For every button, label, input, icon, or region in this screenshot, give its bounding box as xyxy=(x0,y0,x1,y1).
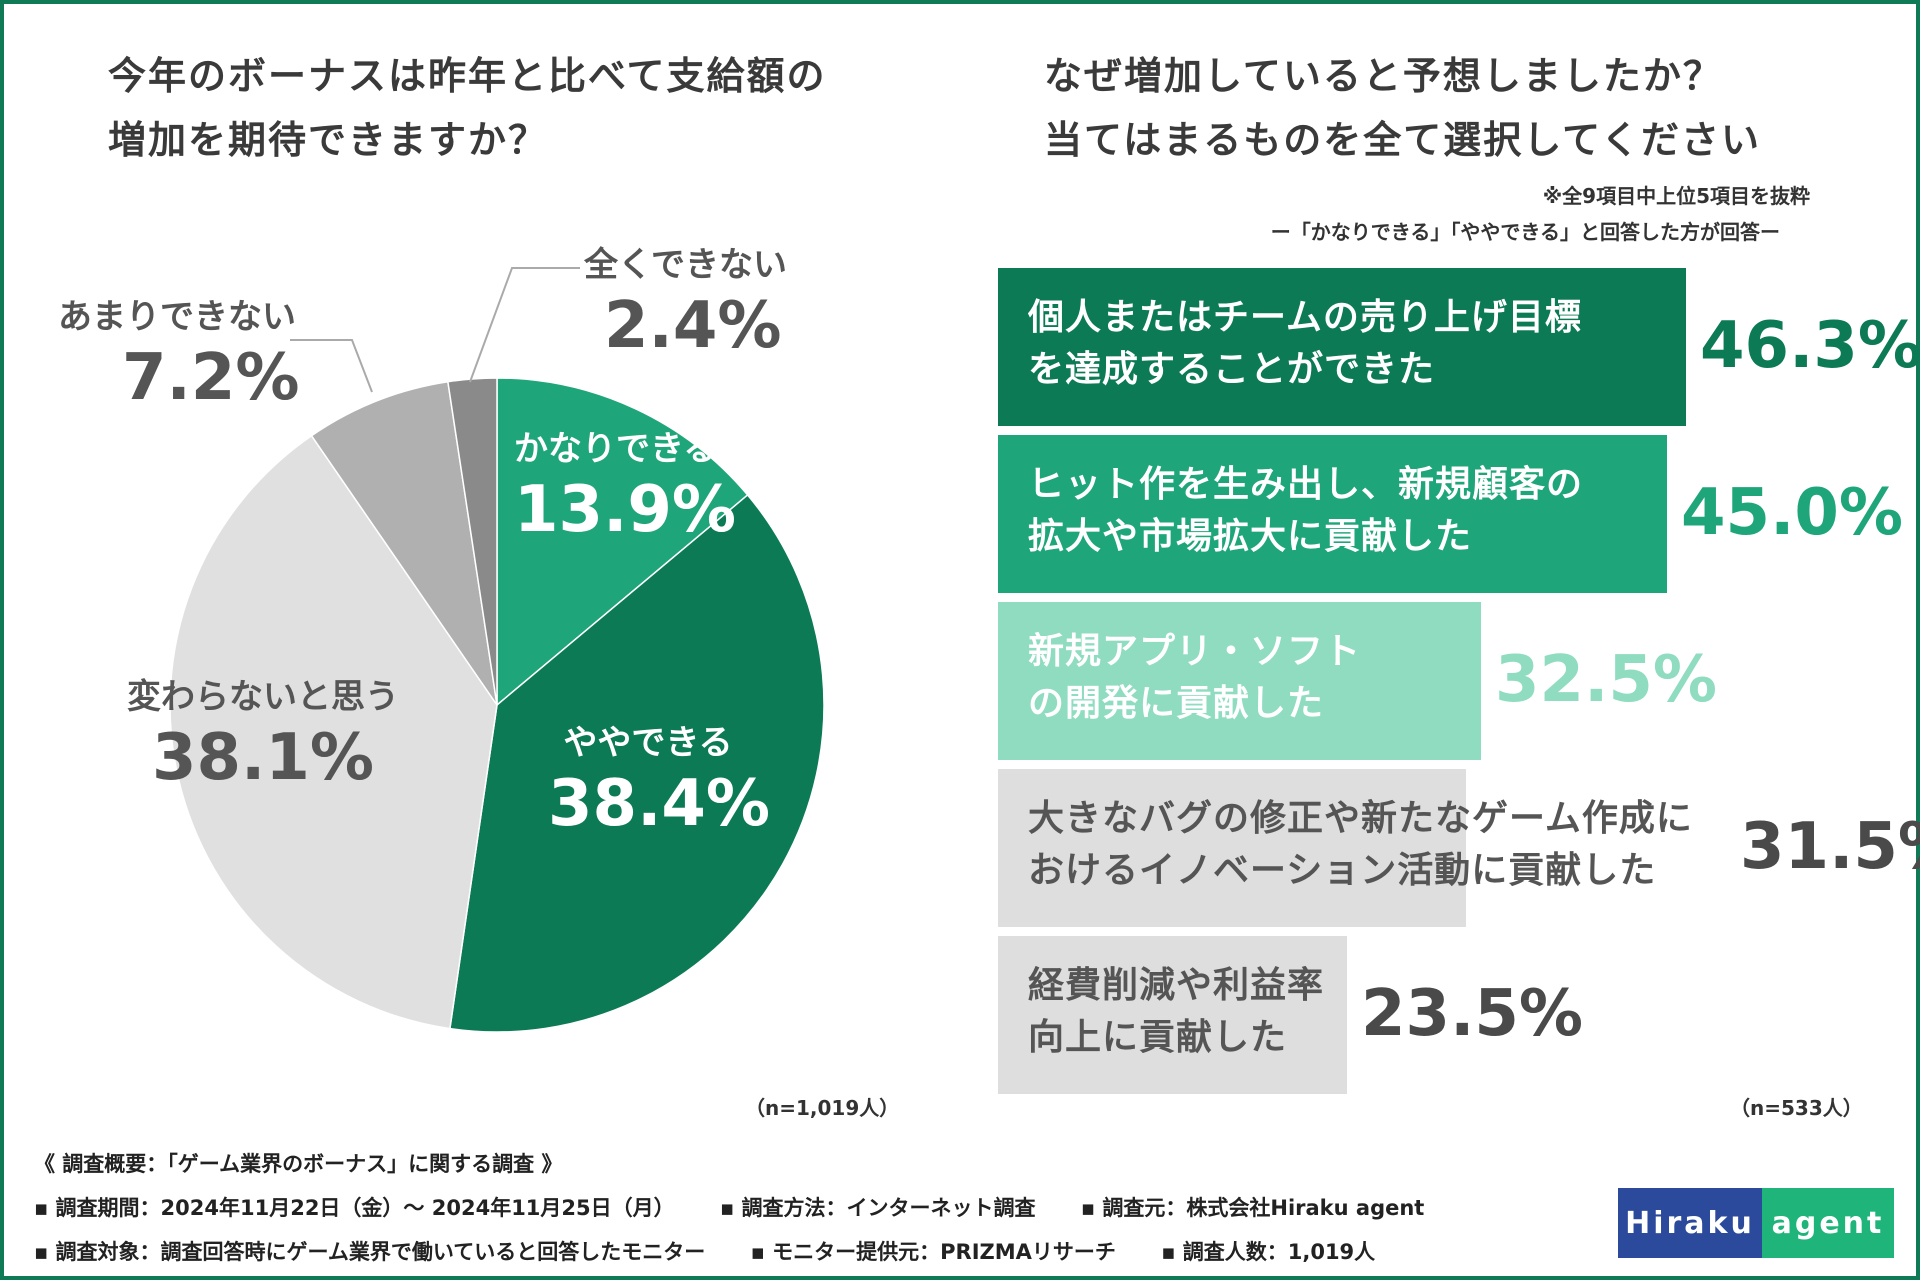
bar-5-value: 23.5% xyxy=(1361,977,1584,1051)
subset-note: ※全9項目中上位5項目を抜粋 xyxy=(1542,184,1810,208)
bar-1-label-line1: 個人またはチームの売り上げ目標 xyxy=(1028,297,1582,338)
survey-count: ▪ 調査人数：1,019人 xyxy=(1161,1240,1376,1264)
pie-chart xyxy=(169,267,825,1033)
bar-2: ヒット作を生み出し、新規顧客の 拡大や市場拡大に貢献した xyxy=(998,435,1667,593)
pie-category-notatall: 全くできない xyxy=(584,245,787,285)
pie-category-notmuch: あまりできない xyxy=(58,297,296,337)
pie-category-nochange: 変わらないと思う xyxy=(127,677,399,717)
bar-4: 大きなバグの修正や新たなゲーム作成に おけるイノベーション活動に貢献した xyxy=(998,769,1693,927)
survey-summary-heading: 《 調査概要：「ゲーム業界のボーナス」に関する調査 》 xyxy=(34,1152,563,1176)
left-title-line2: 増加を期待できますか？ xyxy=(108,118,549,162)
bar-3: 新規アプリ・ソフト の開発に貢献した xyxy=(998,602,1481,760)
monitor-provider: ▪ モニター提供元：PRIZMAリサーチ xyxy=(750,1240,1116,1264)
bar-3-label-line1: 新規アプリ・ソフト xyxy=(1028,631,1362,672)
right-sample-size: （n=533人） xyxy=(1730,1096,1863,1120)
pie-slice-notatall xyxy=(447,377,498,706)
left-chart-title: 今年のボーナスは昨年と比べて支給額の 増加を期待できますか？ xyxy=(108,44,826,172)
pie-slice-notmuch xyxy=(310,380,498,706)
survey-period: ▪ 調査期間：2024年11月22日（金）〜 2024年11月25日（月） xyxy=(34,1196,675,1220)
bar-1-value: 46.3% xyxy=(1700,309,1920,383)
survey-source: ▪ 調査元：株式会社Hiraku agent xyxy=(1080,1196,1425,1220)
logo-part-hiraku: Hiraku xyxy=(1618,1188,1762,1258)
survey-summary-row2: ▪ 調査対象：調査回答時にゲーム業界で働いていると回答したモニター ▪ モニター… xyxy=(34,1236,1413,1266)
bar-5: 経費削減や利益率 向上に貢献した xyxy=(998,936,1347,1094)
bar-1: 個人またはチームの売り上げ目標 を達成することができた xyxy=(998,268,1686,426)
pie-category-very: かなりできる xyxy=(514,429,718,469)
bar-2-label-line2: 拡大や市場拡大に貢献した xyxy=(1028,516,1473,557)
pie-value-nochange: 38.1% xyxy=(151,721,375,795)
survey-target: ▪ 調査対象：調査回答時にゲーム業界で働いていると回答したモニター xyxy=(34,1240,706,1264)
pie-value-notatall: 2.4% xyxy=(604,289,782,363)
pie-label-very: かなりできる 13.9% xyxy=(514,432,736,542)
bar-5-label-line2: 向上に貢献した xyxy=(1028,1017,1288,1058)
left-title-line1: 今年のボーナスは昨年と比べて支給額の xyxy=(108,54,827,98)
bar-4-label-line2: おけるイノベーション活動に貢献した xyxy=(1028,850,1657,891)
pie-slice-nochange xyxy=(169,434,498,1030)
right-title-line1: なぜ増加していると予想しましたか？ xyxy=(1044,54,1723,98)
pie-value-somewhat: 38.4% xyxy=(548,767,771,841)
survey-method: ▪ 調査方法：インターネット調査 xyxy=(719,1196,1036,1220)
pie-value-very: 13.9% xyxy=(514,473,737,547)
bar-5-label-line1: 経費削減や利益率 xyxy=(1028,965,1325,1006)
pie-category-somewhat: ややできる xyxy=(563,723,733,763)
pie-label-notmuch: あまりできない 7.2% xyxy=(58,300,300,410)
pie-label-notatall: 全くできない 2.4% xyxy=(584,248,787,358)
bar-4-value: 31.5% xyxy=(1740,810,1920,884)
left-sample-size: （n=1,019人） xyxy=(745,1096,900,1120)
respondent-note: ー「かなりできる」「ややできる」と回答した方が回答ー xyxy=(1270,220,1780,244)
right-title-line2: 当てはまるものを全て選択してください xyxy=(1044,118,1761,162)
survey-summary-row1: ▪ 調査期間：2024年11月22日（金）〜 2024年11月25日（月） ▪ … xyxy=(34,1192,1462,1222)
bar-2-value: 45.0% xyxy=(1681,476,1904,550)
pie-value-notmuch: 7.2% xyxy=(122,341,300,415)
pie-label-nochange: 変わらないと思う 38.1% xyxy=(112,680,414,790)
pie-slice-very xyxy=(496,377,749,707)
hiraku-agent-logo: Hiraku agent xyxy=(1618,1188,1894,1258)
bar-3-value: 32.5% xyxy=(1495,643,1718,717)
bar-2-label-line1: ヒット作を生み出し、新規顧客の xyxy=(1028,464,1584,505)
pie-slice-somewhat xyxy=(449,493,825,1033)
right-chart-title: なぜ増加していると予想しましたか？ 当てはまるものを全て選択してください xyxy=(1044,44,1761,172)
bar-3-label-line2: の開発に貢献した xyxy=(1028,683,1325,724)
leader-line-notmuch xyxy=(290,339,373,393)
logo-part-agent: agent xyxy=(1762,1188,1894,1258)
bar-1-label-line2: を達成することができた xyxy=(1028,349,1436,390)
bar-4-label-line1: 大きなバグの修正や新たなゲーム作成に xyxy=(1028,798,1693,839)
leader-line-notatall xyxy=(469,267,580,383)
pie-label-somewhat: ややできる 38.4% xyxy=(548,723,771,841)
